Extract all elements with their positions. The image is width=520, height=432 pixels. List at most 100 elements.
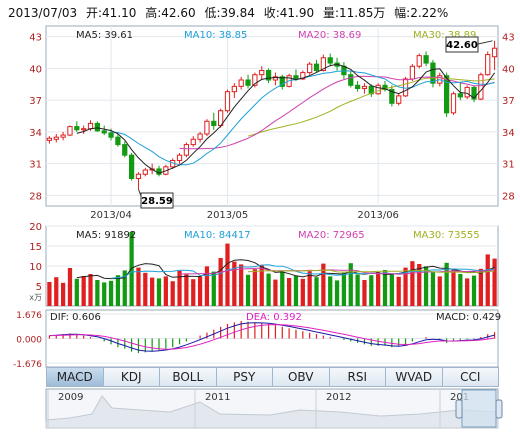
overview-year: 2011: [205, 392, 230, 403]
candle-body: [183, 144, 190, 156]
price-y-tick-left: 37: [29, 96, 42, 107]
price-y-tick-left: 34: [29, 128, 42, 139]
volume-bar: [382, 270, 388, 306]
volume-bar: [321, 263, 326, 306]
price-y-tick-right: 34: [502, 128, 515, 139]
candle-body: [81, 128, 87, 131]
candle-body: [67, 126, 73, 136]
volume-bar: [348, 263, 353, 306]
volume-ma-line: [179, 267, 495, 275]
volume-ma-label: MA30: 73555: [413, 230, 480, 241]
volume-bar: [252, 269, 258, 306]
volume-bar: [177, 270, 182, 306]
volume-bar: [184, 274, 189, 306]
volume-bar: [417, 264, 422, 306]
volume-bar: [136, 267, 141, 306]
quote-open: 开:41.10: [86, 6, 137, 20]
price-y-tick-left: 28: [29, 191, 42, 202]
price-y-tick-right: 28: [502, 191, 515, 202]
high-callout: 42.60: [446, 40, 478, 51]
volume-bar: [293, 275, 299, 306]
candle-body: [423, 55, 429, 64]
volume-bar: [307, 271, 312, 306]
tab-rsi[interactable]: RSI: [328, 367, 386, 387]
tab-wvad[interactable]: WVAD: [385, 367, 443, 387]
low-callout-box: [140, 192, 174, 209]
candle-body: [313, 63, 320, 71]
volume-bar: [60, 282, 66, 306]
candle-body: [293, 75, 299, 80]
tab-macd[interactable]: MACD: [46, 367, 104, 387]
tab-psy[interactable]: PSY: [215, 367, 273, 387]
volume-bar: [108, 280, 114, 306]
volume-bar: [437, 276, 442, 306]
indicator-tabs: MACD KDJ BOLL PSY OBV RSI WVAD CCI: [46, 367, 499, 387]
candle-body: [190, 138, 196, 146]
ma5-line: [76, 63, 496, 174]
volume-bar: [423, 266, 429, 306]
candle-body: [94, 122, 100, 132]
price-y-tick-right: 31: [502, 160, 515, 171]
price-y-tick-left: 43: [29, 33, 42, 44]
candle-body: [450, 93, 457, 114]
volume-bar: [266, 273, 271, 306]
candle-body: [307, 63, 313, 74]
candle-body: [101, 130, 107, 134]
price-ma-label: MA10: 38.85: [184, 30, 247, 41]
candle-body: [279, 76, 285, 87]
candle-body: [142, 169, 148, 175]
candle-body: [382, 84, 388, 91]
volume-bar: [403, 267, 408, 306]
volume-bar: [444, 262, 449, 306]
dif-line: [49, 322, 495, 352]
volume-bar: [74, 278, 79, 306]
tab-boll[interactable]: BOLL: [159, 367, 217, 387]
price-y-tick-right: 37: [502, 96, 515, 107]
macd-y-tick: -1.676: [13, 360, 42, 370]
candle-body: [87, 122, 94, 130]
candle-body: [320, 57, 326, 71]
candle-body: [204, 120, 210, 135]
volume-bar: [376, 272, 381, 306]
price-ma-label: MA20: 38.69: [298, 30, 361, 41]
volume-bar: [286, 278, 292, 306]
candle-body: [224, 91, 231, 112]
overview-right-handle: [495, 399, 503, 419]
macd-y-tick: 1.676: [16, 311, 42, 321]
volume-bar: [81, 276, 86, 306]
candle-body: [46, 137, 53, 141]
candle-body: [252, 74, 258, 86]
price-ma-label: MA30: 38.89: [413, 30, 476, 41]
price-x-tick: 2013/06: [357, 210, 399, 221]
volume-ma-label: MA10: 84417: [184, 230, 251, 241]
volume-bar: [67, 268, 73, 306]
volume-bar: [88, 274, 93, 306]
candle-body: [402, 78, 409, 97]
volume-bar: [218, 258, 223, 306]
tab-cci[interactable]: CCI: [441, 367, 499, 387]
volume-bar: [471, 275, 477, 306]
tab-obv[interactable]: OBV: [272, 367, 330, 387]
high-callout-pointer: [477, 40, 493, 45]
volume-y-tick: 15: [29, 242, 42, 253]
volume-y-tick: 10: [29, 262, 42, 273]
candle-body: [457, 93, 463, 98]
candle-body: [361, 85, 368, 89]
candle-body: [396, 95, 402, 104]
candle-body: [464, 86, 470, 98]
candle-body: [409, 65, 416, 80]
volume-bar: [355, 274, 360, 306]
candle-body: [122, 144, 128, 156]
volume-bar: [150, 277, 155, 306]
candle-body: [128, 154, 135, 179]
dea-line: [49, 324, 495, 350]
macd-y-tick: 0.000: [16, 336, 42, 346]
quote-high: 高:42.60: [145, 6, 196, 20]
volume-ma-line: [247, 269, 495, 274]
volume-bar: [396, 276, 401, 306]
tab-kdj[interactable]: KDJ: [102, 367, 160, 387]
candle-body: [74, 126, 80, 131]
volume-bar: [170, 281, 175, 306]
candle-body: [176, 154, 183, 161]
